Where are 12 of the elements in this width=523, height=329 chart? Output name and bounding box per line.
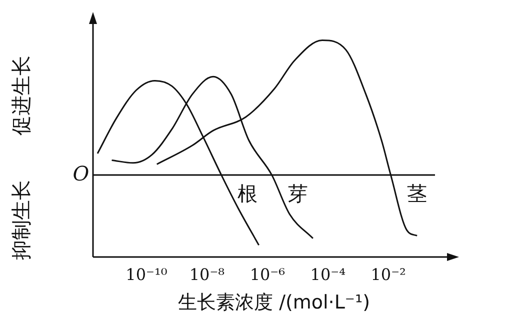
x-tick-label: 10⁻⁸ <box>189 264 225 284</box>
text: O <box>72 161 90 186</box>
x-tick-label: 10⁻¹⁰ <box>126 264 168 284</box>
x-tick-label: 10⁻⁴ <box>310 264 346 284</box>
series-label: 根 <box>237 181 258 206</box>
text: 抑制生长 <box>9 180 34 260</box>
series-label: 茎 <box>406 181 427 206</box>
series-label: 芽 <box>288 181 308 206</box>
x-axis-title: 生长素浓度 /(mol·L⁻¹) <box>178 292 370 314</box>
x-tick-label: 10⁻² <box>370 264 406 284</box>
text: 促进生长 <box>9 56 34 136</box>
x-tick-label: 10⁻⁶ <box>250 264 286 284</box>
